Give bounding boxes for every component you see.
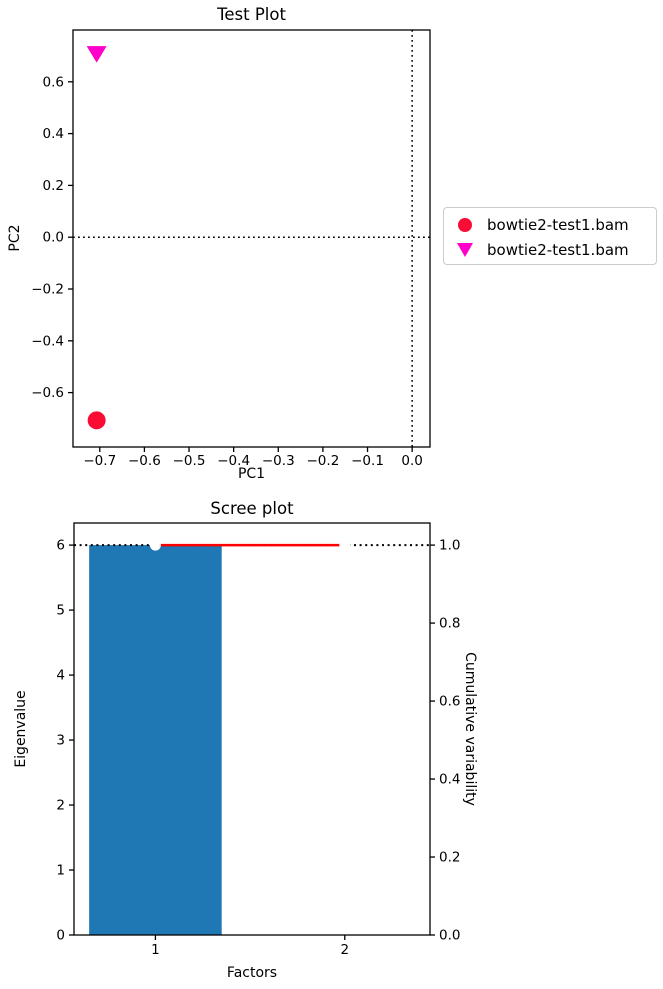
pca-xtick-label: −0.2 [307, 453, 340, 469]
scree-left-ytick-label: 5 [56, 603, 65, 619]
scree-plot-title: Scree plot [210, 499, 294, 518]
triangle-down-marker-icon [457, 242, 473, 257]
pca-xaxis-label: PC1 [237, 466, 266, 482]
scree-right-ytick-label: 0.4 [439, 772, 460, 788]
scree-xtick-label: 1 [151, 942, 160, 958]
pca-ytick-label: −0.4 [31, 333, 64, 349]
pca-ytick-label: 0.4 [43, 126, 64, 142]
scree-xaxis-label: Factors [226, 965, 278, 981]
pca-ytick-label: 0.6 [43, 74, 64, 90]
scree-left-ytick-label: 4 [56, 668, 65, 684]
pca-xtick-label: 0.0 [401, 453, 422, 469]
pca-ytick-label: −0.2 [31, 282, 64, 298]
pca-xtick-label: −0.1 [351, 453, 384, 469]
legend-marker-cell [456, 217, 474, 232]
scree-left-yaxis-label: Eigenvalue [13, 690, 29, 768]
legend-label-sample2: bowtie2-test1.bam [487, 240, 629, 259]
scree-axes-frame [73, 522, 431, 936]
pca-xtick-label: −0.3 [262, 453, 295, 469]
pca-ytick-label: 0.2 [43, 178, 64, 194]
scree-left-ytick-label: 0 [56, 928, 65, 944]
pca-ytick-label: 0.0 [43, 230, 64, 246]
scree-left-ytick-label: 1 [56, 863, 65, 879]
scree-right-ytick-label: 0.6 [439, 694, 460, 710]
pca-xtick-label: −0.6 [128, 453, 161, 469]
scree-xtick-label: 2 [340, 942, 349, 958]
scree-right-ytick-label: 1.0 [439, 538, 460, 554]
pca-point-triangle-down [86, 46, 107, 63]
scree-line-marker [149, 539, 161, 551]
pca-ytick-label: −0.6 [31, 385, 64, 401]
scree-left-ytick-label: 6 [56, 538, 65, 554]
scree-left-ytick-label: 2 [56, 798, 65, 814]
pca-xtick-label: −0.7 [83, 453, 116, 469]
scree-line-marker [339, 539, 351, 551]
scree-right-yaxis-label: Cumulative variability [462, 652, 478, 806]
scree-left-ytick-label: 3 [56, 733, 65, 749]
pca-plot-title: Test Plot [217, 5, 286, 24]
legend-item-sample2: bowtie2-test1.bam [456, 237, 656, 262]
legend-label-sample1: bowtie2-test1.bam [487, 215, 629, 234]
scree-right-ytick-label: 0.0 [439, 928, 460, 944]
scree-right-ytick-label: 0.2 [439, 850, 460, 866]
pca-xtick-label: −0.5 [173, 453, 206, 469]
pca-xtick-label: −0.4 [217, 453, 250, 469]
pca-axes-frame [72, 29, 431, 448]
pca-legend: bowtie2-test1.bam bowtie2-test1.bam [443, 207, 657, 265]
circle-marker-icon [458, 217, 472, 232]
legend-item-sample1: bowtie2-test1.bam [456, 212, 656, 237]
legend-marker-cell [456, 242, 474, 257]
pca-point-circle [87, 411, 106, 430]
pca-yaxis-label: PC2 [7, 224, 23, 252]
scree-bar [89, 545, 222, 935]
scree-right-ytick-label: 0.8 [439, 616, 460, 632]
